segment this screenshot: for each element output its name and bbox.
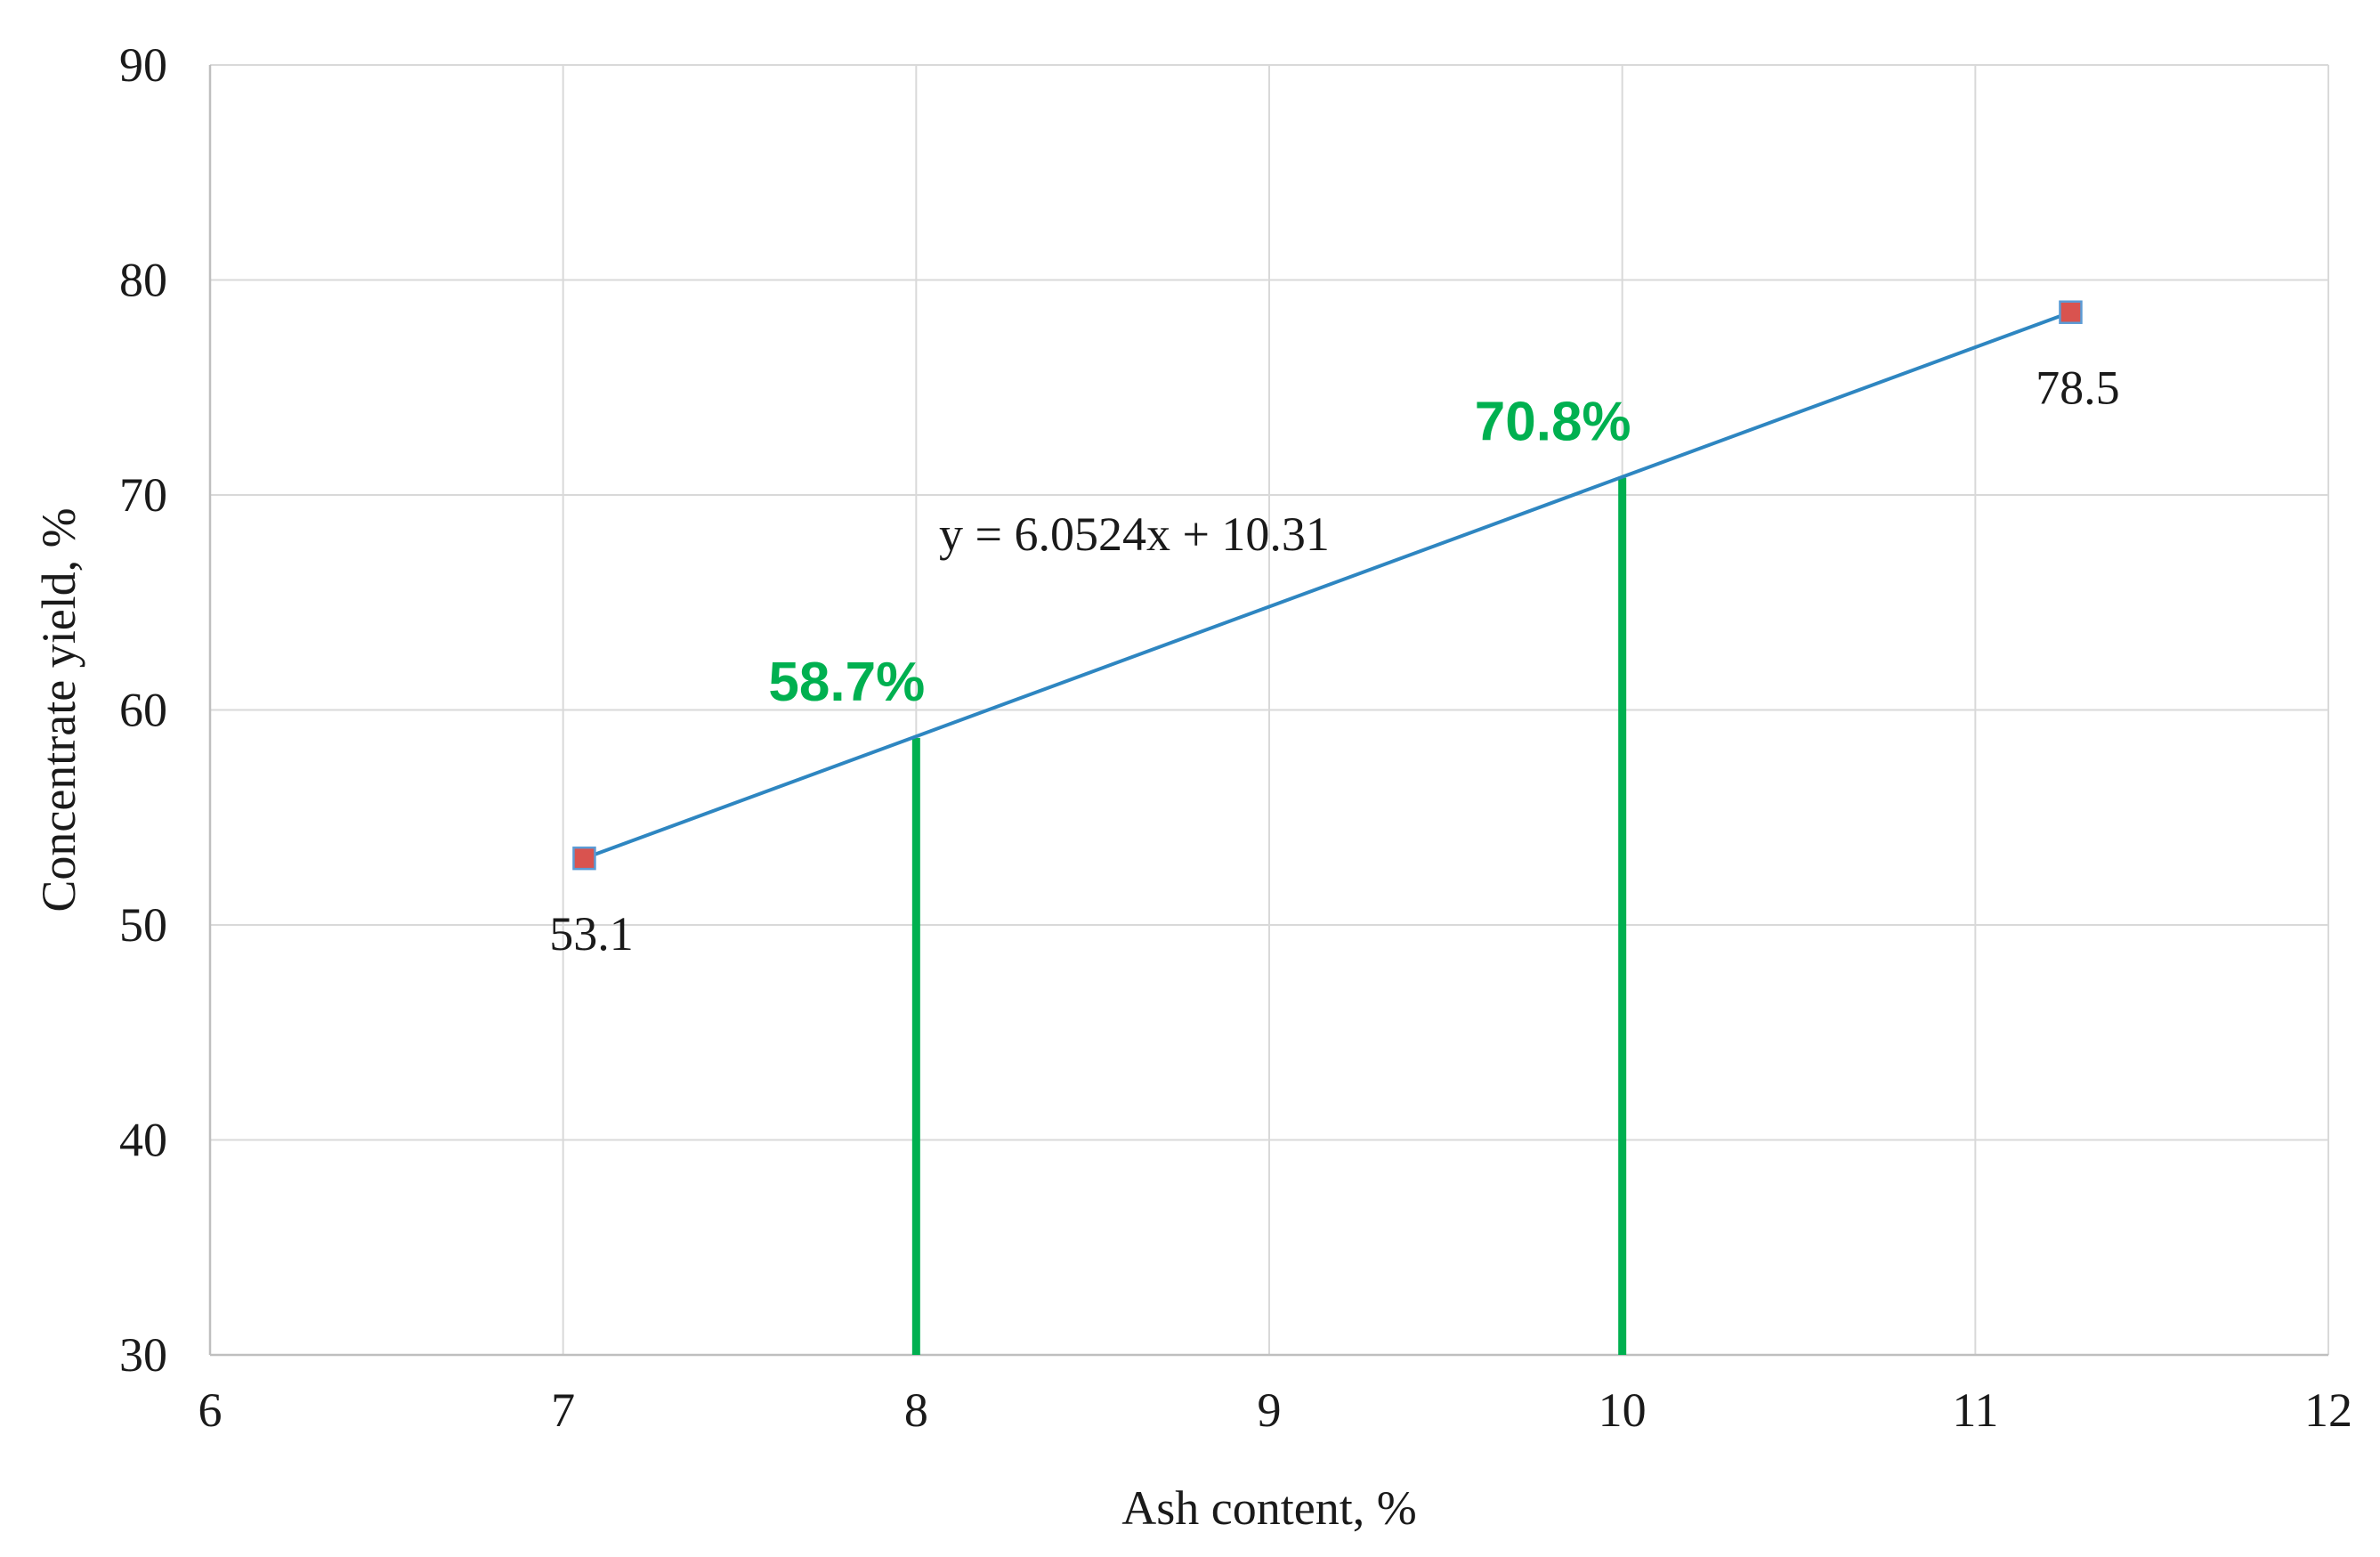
y-tick-label: 80 (119, 254, 167, 307)
series (572, 300, 2083, 871)
data-point (572, 846, 596, 871)
data-point-label: 53.1 (549, 907, 634, 961)
y-tick-label: 90 (119, 38, 167, 92)
y-tick-label: 40 (119, 1114, 167, 1167)
y-axis-title: Concentrate yield, % (32, 507, 85, 912)
x-tick-label: 12 (2304, 1383, 2352, 1437)
x-tick-label: 7 (551, 1383, 575, 1437)
annotation-label: 70.8% (1475, 392, 1631, 453)
y-tick-label: 60 (119, 684, 167, 737)
x-tick-label: 10 (1599, 1383, 1647, 1437)
y-tick-label: 50 (119, 898, 167, 952)
annotation-lines (911, 477, 1627, 1355)
grid (210, 64, 2329, 1355)
annotation-label: 58.7% (768, 652, 925, 713)
tick-labels: 6 7 8 9 10 11 12 30 40 50 60 70 80 90 (119, 38, 2352, 1437)
data-point-label: 78.5 (2036, 361, 2120, 415)
trendline-equation: y = 6.0524x + 10.31 (939, 507, 1330, 561)
data-point (2059, 300, 2083, 324)
x-tick-label: 9 (1258, 1383, 1282, 1437)
x-axis-title: Ash content, % (1121, 1481, 1416, 1535)
data-labels: 53.1 78.5 58.7% 70.8% (549, 361, 2119, 961)
y-tick-label: 30 (119, 1328, 167, 1382)
trendline (583, 310, 2072, 861)
x-tick-label: 6 (198, 1383, 223, 1437)
y-tick-label: 70 (119, 468, 167, 522)
x-tick-label: 8 (904, 1383, 928, 1437)
x-tick-label: 11 (1952, 1383, 1998, 1437)
axes (208, 65, 2328, 1357)
